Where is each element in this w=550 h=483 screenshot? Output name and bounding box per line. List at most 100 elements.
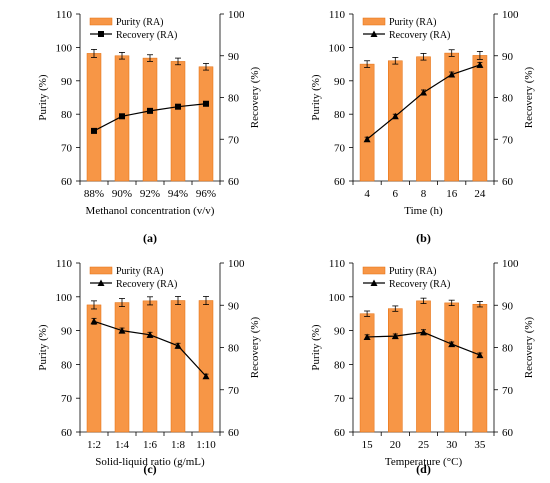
panel-label: (b) xyxy=(416,231,431,245)
panel-label: (a) xyxy=(143,231,157,245)
purity-bar xyxy=(198,66,214,182)
recovery-point xyxy=(118,327,126,334)
left-tick-label: 80 xyxy=(334,109,346,121)
left-tick-label: 100 xyxy=(56,42,73,54)
left-tick-label: 70 xyxy=(61,143,73,155)
x-tick-label: 1:6 xyxy=(143,439,158,451)
legend-label-purity: Purity (RA) xyxy=(389,17,437,28)
purity-bar xyxy=(416,300,431,433)
legend-bar-swatch xyxy=(362,17,386,26)
x-tick-label: 1:8 xyxy=(171,439,186,451)
recovery-point xyxy=(202,372,210,380)
left-tick-label: 100 xyxy=(329,292,346,304)
left-tick-label: 90 xyxy=(334,326,346,338)
legend-bar-swatch xyxy=(89,266,113,275)
purity-bar xyxy=(388,308,403,433)
recovery-point xyxy=(391,112,399,120)
x-tick-label: 15 xyxy=(362,439,374,451)
y-left-title: Purity (%) xyxy=(37,324,49,370)
legend-label-purity: Purity (RA) xyxy=(116,17,164,28)
right-tick-label: 80 xyxy=(502,93,514,105)
y-right-title: Recovery (%) xyxy=(523,316,535,378)
left-tick-label: 80 xyxy=(334,359,346,371)
left-tick-label: 100 xyxy=(329,42,346,54)
left-tick-label: 60 xyxy=(334,427,346,439)
recovery-point xyxy=(119,113,125,120)
left-tick-label: 70 xyxy=(334,393,346,405)
y-right-title: Recovery (%) xyxy=(249,316,261,378)
purity-bar xyxy=(198,300,214,433)
left-tick-label: 90 xyxy=(334,76,346,88)
purity-bar xyxy=(114,302,130,433)
left-tick-label: 80 xyxy=(61,109,73,121)
recovery-point xyxy=(448,340,456,348)
legend-line-marker xyxy=(370,30,378,37)
right-tick-label: 60 xyxy=(502,427,514,439)
right-tick-label: 80 xyxy=(228,343,240,355)
left-tick-label: 110 xyxy=(329,258,346,270)
right-tick-label: 60 xyxy=(228,427,240,439)
right-tick-label: 80 xyxy=(502,343,514,355)
panel-label: (c) xyxy=(143,462,156,476)
left-tick-label: 60 xyxy=(334,176,346,188)
x-tick-label: 96% xyxy=(196,188,216,200)
purity-bar xyxy=(359,63,375,182)
recovery-point xyxy=(476,351,484,359)
right-tick-label: 100 xyxy=(502,258,519,270)
recovery-point xyxy=(448,71,456,78)
right-tick-label: 60 xyxy=(502,176,514,188)
recovery-point xyxy=(90,317,98,325)
x-axis-title: Temperature (°C) xyxy=(385,456,463,468)
x-tick-label: 90% xyxy=(112,188,132,200)
recovery-point xyxy=(91,127,97,134)
x-tick-label: 1:4 xyxy=(115,439,130,451)
x-tick-label: 8 xyxy=(421,188,427,200)
recovery-point xyxy=(363,333,371,340)
legend-label-recovery: Recovery (RA) xyxy=(116,279,177,290)
legend-bar-swatch xyxy=(362,266,386,275)
x-axis-title: Time (h) xyxy=(404,205,443,217)
left-tick-label: 90 xyxy=(61,76,73,88)
legend-label-recovery: Recovery (RA) xyxy=(116,30,177,41)
x-axis-title: Methanol concentration (v/v) xyxy=(86,205,215,217)
purity-bar xyxy=(170,61,186,182)
legend-label-purity: Purity (RA) xyxy=(116,266,164,277)
recovery-point xyxy=(391,332,399,340)
right-tick-label: 70 xyxy=(502,385,514,397)
recovery-point xyxy=(420,328,427,336)
left-tick-label: 70 xyxy=(334,143,346,155)
y-left-title: Purity (%) xyxy=(37,74,49,120)
x-tick-label: 4 xyxy=(364,188,370,200)
x-tick-label: 16 xyxy=(446,188,458,200)
right-tick-label: 90 xyxy=(502,51,514,63)
x-tick-label: 94% xyxy=(168,188,188,200)
y-right-title: Recovery (%) xyxy=(249,66,261,128)
purity-bar xyxy=(444,302,459,433)
x-tick-label: 24 xyxy=(474,188,486,200)
panel-label: (d) xyxy=(416,462,431,476)
purity-bar xyxy=(472,55,488,182)
x-tick-label: 6 xyxy=(393,188,399,200)
x-tick-label: 88% xyxy=(84,188,104,200)
y-left-title: Purity (%) xyxy=(310,324,322,370)
legend-line-marker xyxy=(97,279,105,286)
purity-bar xyxy=(170,300,186,433)
recovery-point xyxy=(147,107,153,114)
legend-label-purity: Putiry (RA) xyxy=(389,266,437,277)
recovery-point xyxy=(174,342,182,349)
right-tick-label: 70 xyxy=(502,134,514,146)
left-tick-label: 60 xyxy=(61,176,73,188)
x-axis-title: Solid-liquid ratio (g/mL) xyxy=(95,456,205,468)
legend-line-marker xyxy=(98,31,104,37)
right-tick-label: 100 xyxy=(502,9,519,21)
right-tick-label: 70 xyxy=(228,385,240,397)
right-tick-label: 90 xyxy=(228,300,240,312)
purity-bar xyxy=(142,57,158,182)
left-tick-label: 100 xyxy=(56,292,73,304)
recovery-point xyxy=(203,100,209,107)
x-tick-label: 1:10 xyxy=(196,439,216,451)
y-left-title: Purity (%) xyxy=(310,74,322,120)
x-tick-label: 1:2 xyxy=(87,439,101,451)
recovery-point xyxy=(175,103,181,110)
